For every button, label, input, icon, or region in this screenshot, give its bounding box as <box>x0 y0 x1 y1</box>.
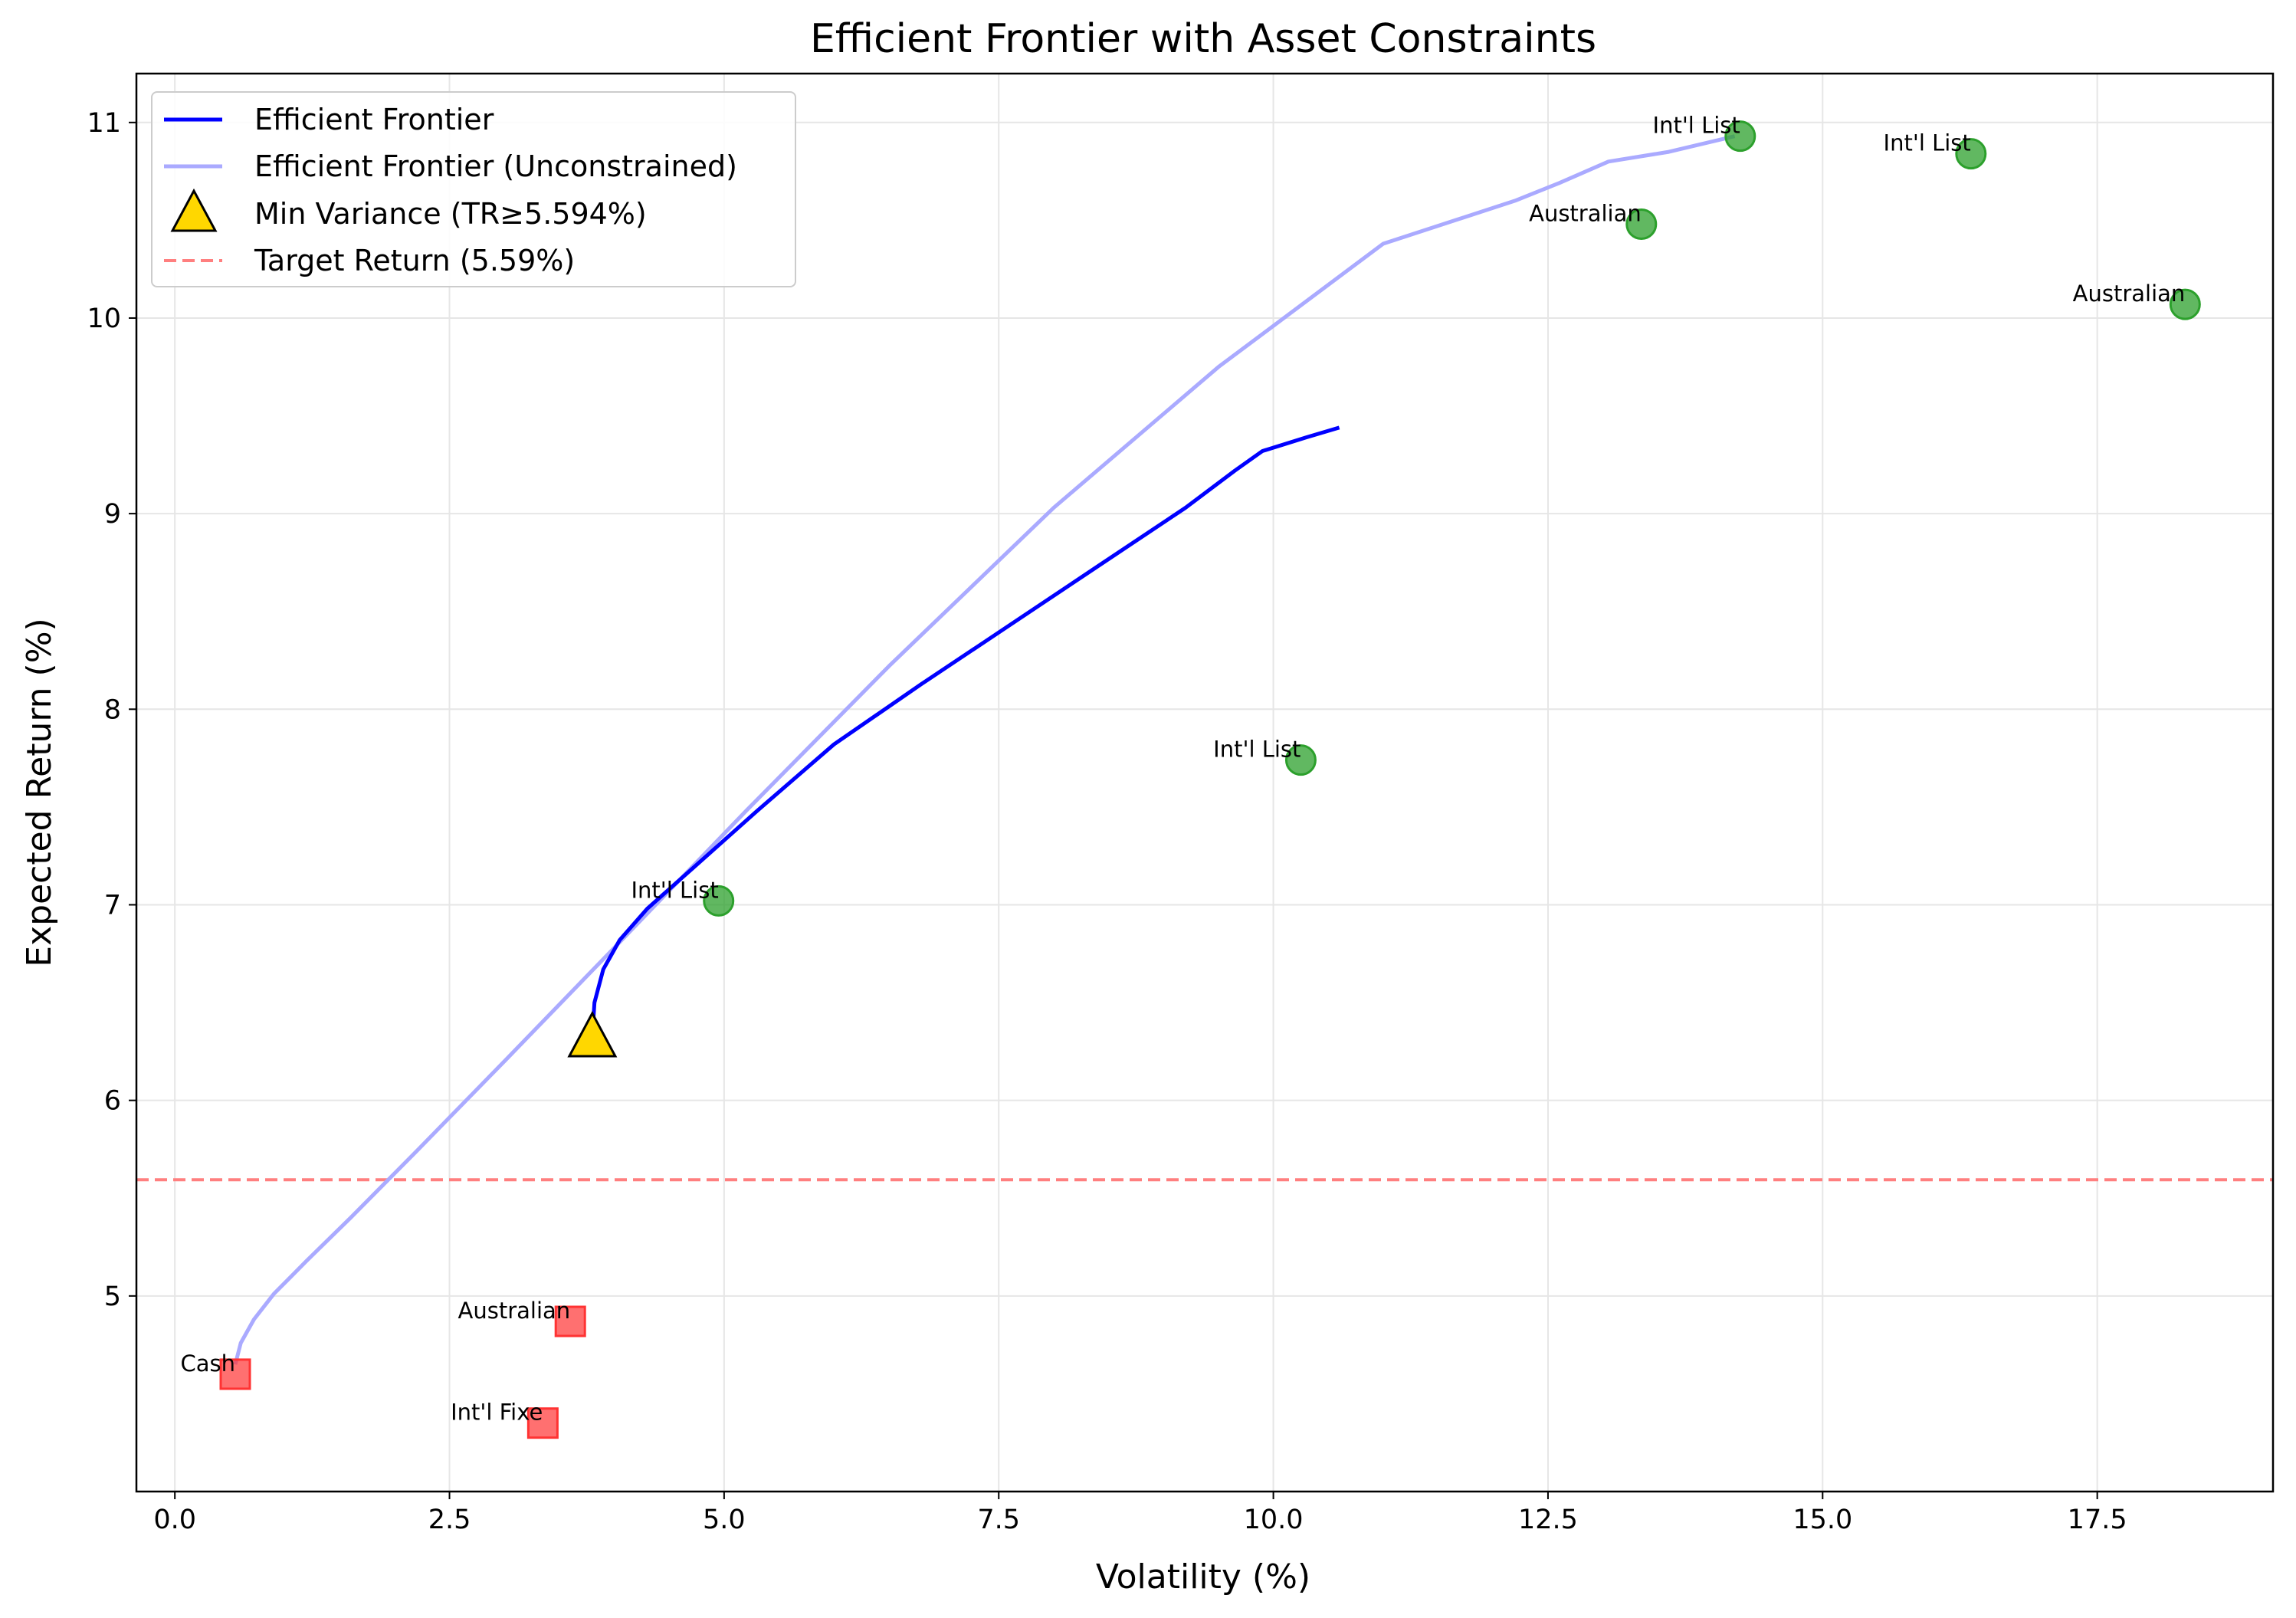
x-tick-label: 17.5 <box>2068 1505 2127 1535</box>
asset-label: Australian <box>1529 200 1642 226</box>
y-axis-title: Expected Return (%) <box>20 618 59 967</box>
asset-labels: Int'l List Int'l List Australian Int'l List… <box>180 113 2185 1426</box>
legend-label: Efficient Frontier (Unconstrained) <box>254 149 737 183</box>
legend-label: Target Return (5.59%) <box>254 244 575 277</box>
x-tick-label: 5.0 <box>703 1505 746 1535</box>
asset-points <box>219 120 2201 1439</box>
axis-ticks: 0.0 2.5 5.0 7.5 10.0 12.5 15.0 17.5 5 6 7 8 9 10 11 <box>87 108 2127 1535</box>
legend-label: Efficient Frontier <box>254 103 494 136</box>
frontier-lines <box>233 134 1736 1365</box>
asset-label: Int'l List <box>1213 737 1301 763</box>
x-axis-title: Volatility (%) <box>1096 1557 1310 1597</box>
asset-point-green <box>1955 138 1987 170</box>
asset-point-green <box>1724 120 1756 153</box>
y-tick-label: 6 <box>104 1086 121 1117</box>
grid <box>136 74 2273 1492</box>
y-tick-label: 5 <box>104 1282 121 1312</box>
asset-label: Cash <box>180 1351 235 1377</box>
legend-box <box>151 91 796 287</box>
x-tick-label: 15.0 <box>1793 1505 1852 1535</box>
x-tick-label: 10.0 <box>1244 1505 1304 1535</box>
constrained-frontier-line <box>590 425 1340 1036</box>
legend-swatch-triangle <box>170 188 218 232</box>
y-tick-label: 8 <box>104 694 121 725</box>
asset-point-red <box>219 1358 251 1390</box>
legend-label: Min Variance (TR≥5.594%) <box>254 197 647 231</box>
asset-point-red <box>554 1305 586 1337</box>
asset-label: Int'l Fixe <box>451 1400 543 1426</box>
asset-point-green <box>703 884 735 917</box>
asset-label: Int'l List <box>1884 130 1971 156</box>
x-tick-label: 12.5 <box>1518 1505 1578 1535</box>
plot-frame <box>135 72 2275 1493</box>
asset-label: Australian <box>2073 281 2186 307</box>
y-tick-label: 10 <box>87 304 121 334</box>
asset-point-red <box>526 1407 559 1439</box>
x-tick-label: 0.0 <box>153 1505 196 1535</box>
y-tick-label: 9 <box>104 499 121 530</box>
asset-point-green <box>1284 744 1317 776</box>
asset-point-green <box>1625 208 1658 240</box>
x-tick-label: 2.5 <box>428 1505 471 1535</box>
legend: Efficient Frontier Efficient Frontier (Un… <box>151 91 796 287</box>
asset-label: Australian <box>458 1298 571 1324</box>
unconstrained-frontier-line <box>233 134 1736 1365</box>
y-tick-label: 11 <box>87 108 121 139</box>
y-tick-label: 7 <box>104 890 121 921</box>
asset-label: Int'l List <box>1653 113 1740 139</box>
asset-label: Int'l List <box>631 877 718 903</box>
chart-title: Efficient Frontier with Asset Constraint… <box>810 16 1596 62</box>
min-variance-marker <box>567 1010 618 1058</box>
x-tick-label: 7.5 <box>977 1505 1020 1535</box>
asset-point-green <box>2169 288 2201 320</box>
